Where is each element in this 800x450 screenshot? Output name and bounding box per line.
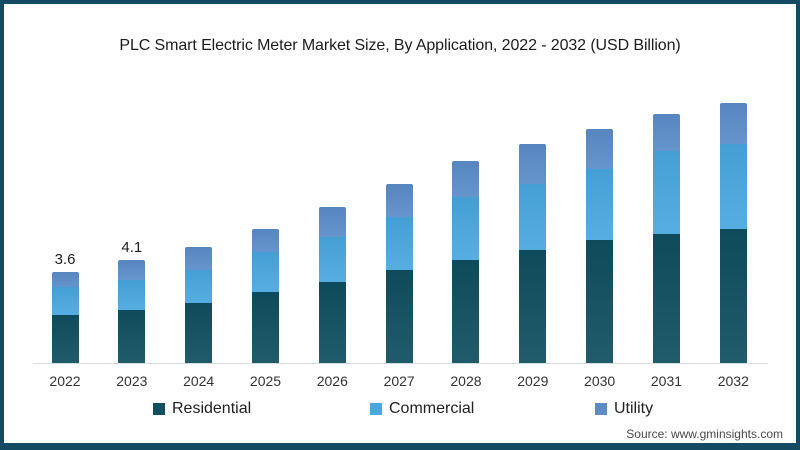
bar-segment-residential-2023[interactable] [118,310,146,363]
bar-segment-residential-2025[interactable] [251,292,279,363]
bar-segment-residential-2027[interactable] [385,269,413,363]
x-tick-label-2022: 2022 [49,373,81,389]
x-tick-label-2025: 2025 [249,373,282,389]
bar-segment-commercial-2024[interactable] [185,269,213,303]
bar-segment-residential-2032[interactable] [719,229,747,363]
legend-item-utility[interactable]: Utility [595,400,653,418]
bar-segment-utility-2031[interactable] [652,113,680,152]
bar-segment-residential-2026[interactable] [318,282,346,363]
bar-segment-commercial-2025[interactable] [251,252,279,293]
x-tick-label-2026: 2026 [316,373,348,389]
bar-segment-commercial-2022[interactable] [51,287,79,316]
commercial-swatch-icon [370,403,382,415]
x-tick-label-2030: 2030 [584,373,616,389]
x-tick-label-2028: 2028 [450,373,482,389]
legend-label-residential: Residential [172,400,252,417]
bar-segment-commercial-2031[interactable] [652,151,680,235]
bar-segment-commercial-2032[interactable] [719,143,747,230]
x-axis-line [33,363,768,364]
bar-segment-commercial-2026[interactable] [318,237,346,283]
bar-segment-commercial-2029[interactable] [519,184,547,250]
utility-swatch-icon [595,403,607,415]
bar-value-label-2023: 4.1 [121,238,143,256]
bar-segment-utility-2022[interactable] [51,272,79,288]
bar-segment-commercial-2023[interactable] [118,279,146,311]
legend-item-commercial[interactable]: Commercial [370,400,474,418]
x-tick-label-2029: 2029 [517,373,549,389]
bar-segment-residential-2029[interactable] [519,249,547,363]
bar-segment-utility-2029[interactable] [519,143,547,185]
bar-segment-commercial-2027[interactable] [385,216,413,270]
x-tick-label-2024: 2024 [183,373,215,389]
bar-value-label-2022: 3.6 [54,251,76,269]
bar-segment-residential-2030[interactable] [586,239,614,363]
bar-segment-utility-2030[interactable] [586,128,614,169]
plot-area: 2022 3.6 2023 4.1 2024 2025 2026 2027 2028 2029 20… [4,4,796,443]
x-tick-label-2027: 2027 [383,373,415,389]
x-tick-label-2032: 2032 [717,373,749,389]
bar-segment-commercial-2030[interactable] [586,168,614,240]
bar-segment-utility-2027[interactable] [385,184,413,217]
bar-segment-commercial-2028[interactable] [452,196,480,260]
bar-segment-residential-2031[interactable] [652,234,680,363]
bar-segment-residential-2024[interactable] [185,302,213,363]
bar-segment-residential-2022[interactable] [51,315,79,363]
bar-segment-utility-2023[interactable] [118,259,146,280]
legend-item-residential[interactable]: Residential [153,400,251,418]
bar-segment-utility-2024[interactable] [185,247,213,270]
bar-segment-utility-2028[interactable] [452,161,480,197]
bar-segment-utility-2032[interactable] [719,103,747,144]
bar-segment-utility-2026[interactable] [318,206,346,237]
residential-swatch-icon [153,403,165,415]
chart-title: PLC Smart Electric Meter Market Size, By… [119,37,681,54]
bar-segment-residential-2028[interactable] [452,259,480,363]
x-tick-label-2023: 2023 [116,373,148,389]
legend-label-utility: Utility [614,400,654,417]
source-attribution[interactable]: Source: www.gminsights.com [626,427,783,441]
bar-segment-utility-2025[interactable] [251,229,279,253]
legend-label-commercial: Commercial [389,400,475,417]
x-tick-label-2031: 2031 [650,373,683,389]
